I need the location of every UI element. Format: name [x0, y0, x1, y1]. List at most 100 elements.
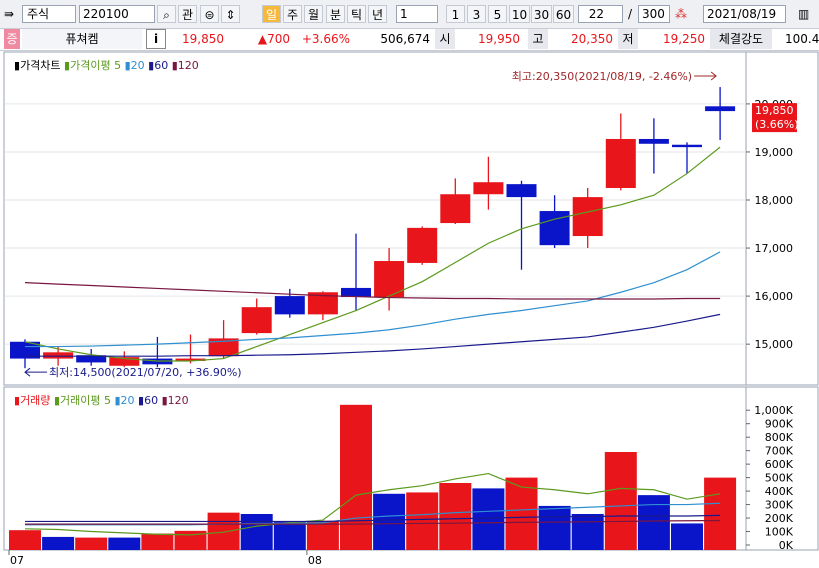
- price-tag-change: (3.66%): [755, 118, 799, 131]
- candle-body: [440, 194, 471, 224]
- volume-bar: [174, 530, 207, 550]
- y-tick-label: 16,000: [755, 290, 794, 303]
- candle-body: [638, 138, 669, 144]
- moving-average-line: [25, 519, 721, 525]
- strength-label: 체결강도: [710, 29, 772, 49]
- separator: /: [628, 7, 633, 21]
- volume-bar: [273, 522, 306, 550]
- candle-body: [705, 106, 736, 112]
- y-tick-label: 1,000K: [754, 404, 793, 417]
- legend-label: 거래이평 5: [60, 394, 111, 407]
- legend-marker: ▮: [14, 59, 20, 72]
- annotation-arrow: [24, 367, 47, 377]
- volume-bar: [538, 505, 571, 550]
- search-button[interactable]: ⌕: [157, 5, 176, 23]
- legend-label: 60: [154, 59, 168, 72]
- candle-body: [241, 307, 272, 334]
- candle-body: [307, 292, 338, 315]
- volume-bar: [340, 404, 372, 550]
- moving-average-line: [25, 313, 721, 357]
- legend-marker: ▮: [172, 59, 178, 72]
- y-tick-label: 18,000: [755, 194, 794, 207]
- y-tick-label: 19,000: [755, 146, 794, 159]
- date-input[interactable]: 2021/08/19: [703, 5, 786, 23]
- spin-button[interactable]: ⇕: [221, 5, 240, 23]
- y-tick-label: 0K: [779, 539, 794, 552]
- open: 19,950: [478, 32, 520, 46]
- y-tick-label: 600K: [765, 458, 794, 471]
- volume-bar: [671, 523, 703, 550]
- legend-marker: ▮: [138, 394, 144, 407]
- candle-body: [672, 144, 702, 148]
- info-button[interactable]: i: [146, 29, 166, 49]
- market: 주식: [27, 7, 50, 21]
- legend-label: 20: [131, 59, 145, 72]
- refresh-icon[interactable]: ⁂: [675, 7, 687, 21]
- chart-title: 거래량: [20, 394, 50, 407]
- high-annotation: 최고:20,350(2021/08/19, -2.46%): [512, 70, 692, 83]
- chart: 15,00016,00017,00018,00019,00020,000▮가격차…: [3, 51, 819, 567]
- candle-body: [43, 352, 74, 359]
- moving-average-line: [24, 282, 721, 300]
- volume-bar: [505, 477, 538, 550]
- price-tag: [752, 103, 797, 133]
- y-tick-label: 200K: [765, 512, 794, 525]
- code-input[interactable]: 220100: [79, 5, 155, 23]
- candle-body: [341, 287, 371, 298]
- moving-average-line: [24, 146, 721, 362]
- moving-average-line: [25, 251, 721, 348]
- high-label: 고: [528, 29, 548, 49]
- y-tick-label: 400K: [765, 485, 794, 498]
- prev-button[interactable]: ⊜: [200, 5, 219, 23]
- quick-interval[interactable]: 5: [488, 5, 507, 23]
- total-input[interactable]: 300: [638, 5, 670, 23]
- y-tick-label: 300K: [765, 499, 794, 512]
- y-tick-label: 900K: [765, 418, 794, 431]
- watch-button[interactable]: 관: [178, 5, 197, 23]
- candle-body: [274, 296, 305, 315]
- settings-icon[interactable]: ▥: [798, 7, 810, 21]
- axis-frame: [745, 386, 819, 551]
- legend-marker: ▮: [14, 394, 20, 407]
- quick-interval[interactable]: 1: [446, 5, 465, 23]
- legend-marker: ▮: [148, 59, 154, 72]
- quick-interval[interactable]: 60: [553, 5, 574, 23]
- panel-frame: [3, 51, 747, 386]
- count-input[interactable]: 22: [578, 5, 623, 23]
- x-tick-label: 07: [10, 554, 24, 567]
- candle-body: [473, 182, 504, 195]
- y-tick-label: 17,000: [755, 242, 794, 255]
- period-year[interactable]: 년: [368, 5, 387, 23]
- volume-bar: [571, 514, 604, 550]
- quick-interval[interactable]: 30: [531, 5, 552, 23]
- quick-interval[interactable]: 3: [467, 5, 486, 23]
- candle-body: [572, 197, 603, 237]
- y-tick-label: 800K: [765, 431, 794, 444]
- y-tick-label: 700K: [765, 445, 794, 458]
- volume-bar: [42, 536, 75, 550]
- period-month[interactable]: 월: [304, 5, 323, 23]
- volume: 506,674: [380, 32, 430, 46]
- y-tick-label: 15,000: [755, 338, 794, 351]
- candle-body: [109, 357, 140, 366]
- quote-bar: 증 퓨쳐켐 i 19,850 ▲700 +3.66% 506,674 시 19,…: [0, 29, 819, 51]
- period-day[interactable]: 일: [262, 5, 281, 23]
- volume-bar: [207, 512, 240, 550]
- menu-icon[interactable]: ⇛: [4, 7, 15, 21]
- candle-body: [539, 211, 570, 246]
- quick-interval[interactable]: 10: [509, 5, 530, 23]
- period-minute[interactable]: 분: [326, 5, 345, 23]
- toolbar: ⇛ 주식 220100 ⌕ 관 ⊜ ⇕ 일 주 월 분 틱 년 1 1 3 5 …: [0, 0, 819, 29]
- legend-marker: ▮: [162, 394, 168, 407]
- volume-bar: [704, 477, 737, 550]
- moving-average-line: [25, 514, 721, 523]
- legend-marker: ▮: [125, 59, 131, 72]
- period-week[interactable]: 주: [283, 5, 302, 23]
- period-tick[interactable]: 틱: [347, 5, 366, 23]
- interval-select[interactable]: 1: [396, 5, 438, 23]
- market-select[interactable]: 주식: [22, 5, 76, 23]
- legend-marker: ▮: [64, 59, 70, 72]
- strength: 100.48: [785, 32, 819, 46]
- y-tick-label: 100K: [765, 526, 794, 539]
- low: 19,250: [663, 32, 705, 46]
